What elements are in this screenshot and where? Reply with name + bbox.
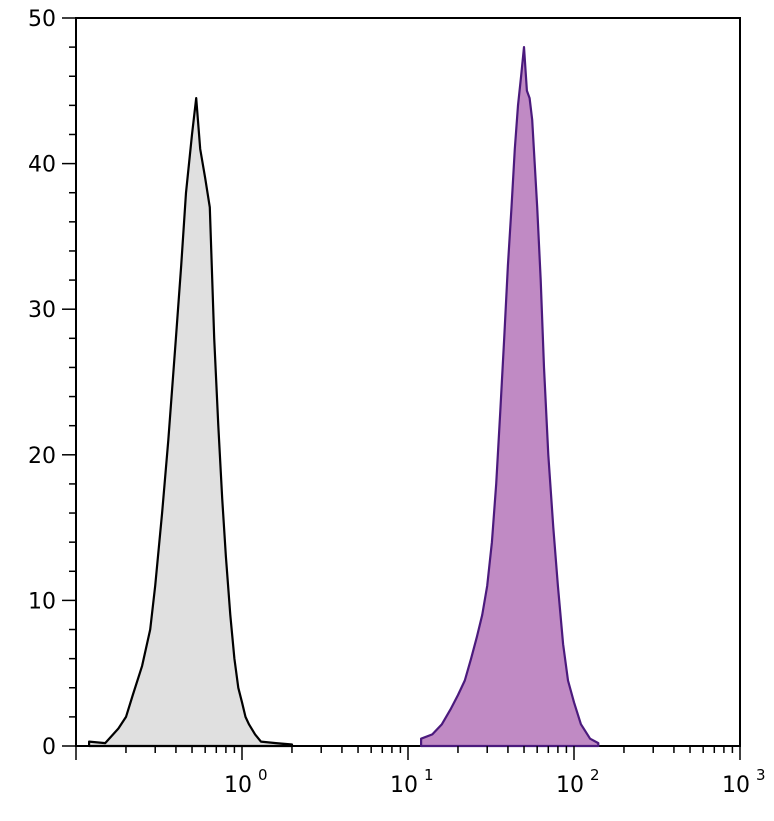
y-tick-label: 40 <box>28 153 56 178</box>
x-tick-label-exponent: 0 <box>258 766 268 784</box>
series-layer <box>88 46 600 748</box>
x-tick-label: 10 <box>722 773 750 798</box>
x-axis: 10 0 10 1 10 2 10 3 <box>75 746 766 798</box>
x-tick-label: 10 <box>224 773 252 798</box>
y-tick-label: 0 <box>42 735 56 760</box>
histogram-series-1 <box>88 97 294 748</box>
x-tick-label: 10 <box>390 773 418 798</box>
x-tick-label-exponent: 2 <box>590 766 600 784</box>
x-tick-label: 10 <box>556 773 584 798</box>
y-tick-label: 50 <box>28 7 56 32</box>
y-axis: 0 10 20 30 40 50 <box>28 7 76 760</box>
x-tick-label-exponent: 1 <box>424 766 434 784</box>
y-tick-label: 30 <box>28 298 56 323</box>
x-tick-label-exponent: 3 <box>756 766 766 784</box>
y-tick-label: 20 <box>28 444 56 469</box>
histogram-series-2 <box>420 46 600 748</box>
y-tick-label: 10 <box>28 589 56 614</box>
